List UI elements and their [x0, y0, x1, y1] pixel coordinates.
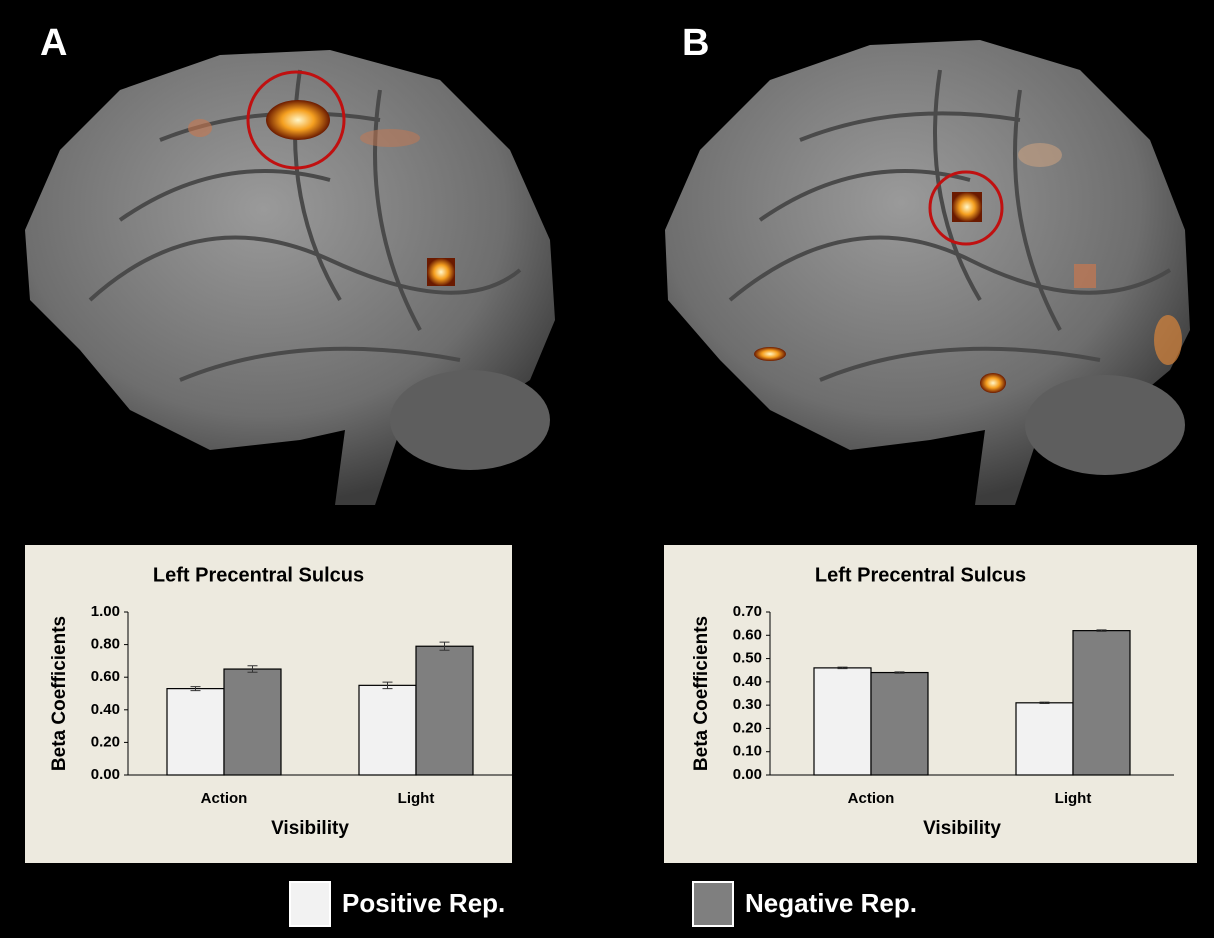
panel-label: A [40, 22, 67, 64]
y-tick-label: 0.80 [91, 636, 120, 653]
error-bar [190, 686, 201, 692]
y-tick-label: 0.70 [733, 603, 762, 620]
brain-image [665, 40, 1190, 505]
y-tick-label: 0.60 [733, 626, 762, 643]
x-axis-label: Visibility [923, 818, 1001, 839]
y-tick-label: 0.50 [733, 650, 762, 667]
legend-label: Positive Rep. [342, 888, 505, 918]
panel-label: B [682, 22, 709, 64]
x-tick-label: Light [398, 790, 435, 807]
legend-label: Negative Rep. [745, 888, 917, 918]
bar [1015, 702, 1074, 776]
y-tick-label: 0.10 [733, 743, 762, 760]
y-tick-label: 0.30 [733, 696, 762, 713]
legend-swatch [289, 881, 331, 927]
error-bar [837, 666, 848, 670]
y-tick-label: 1.00 [91, 603, 120, 620]
y-tick-label: 0.40 [91, 701, 120, 718]
bar [813, 667, 872, 776]
y-axis-label: Beta Coefficients [691, 616, 712, 771]
error-bar [382, 681, 393, 690]
x-tick-label: Action [848, 790, 895, 807]
legend-swatch [692, 881, 734, 927]
chart-title: Left Precentral Sulcus [815, 564, 1026, 586]
bar [166, 688, 225, 776]
bar [223, 668, 282, 776]
y-tick-label: 0.00 [91, 766, 120, 783]
bar [358, 684, 417, 776]
x-tick-label: Action [201, 790, 248, 807]
bar [415, 645, 474, 776]
y-tick-label: 0.60 [91, 668, 120, 685]
error-bar [247, 665, 258, 673]
y-axis-label: Beta Coefficients [49, 616, 70, 771]
error-bar [439, 641, 450, 651]
y-tick-label: 0.20 [733, 719, 762, 736]
y-tick-label: 0.20 [91, 733, 120, 750]
error-bar [1039, 701, 1050, 705]
brain-image [25, 50, 555, 505]
error-bar [894, 671, 905, 674]
bar [1072, 630, 1131, 776]
error-bar [1096, 629, 1107, 632]
x-tick-label: Light [1055, 790, 1092, 807]
y-tick-label: 0.00 [733, 766, 762, 783]
x-axis-label: Visibility [271, 818, 349, 839]
chart-title: Left Precentral Sulcus [153, 564, 364, 586]
bar [870, 671, 929, 776]
y-tick-label: 0.40 [733, 673, 762, 690]
legend: Positive Rep. Negative Rep. [289, 881, 917, 927]
